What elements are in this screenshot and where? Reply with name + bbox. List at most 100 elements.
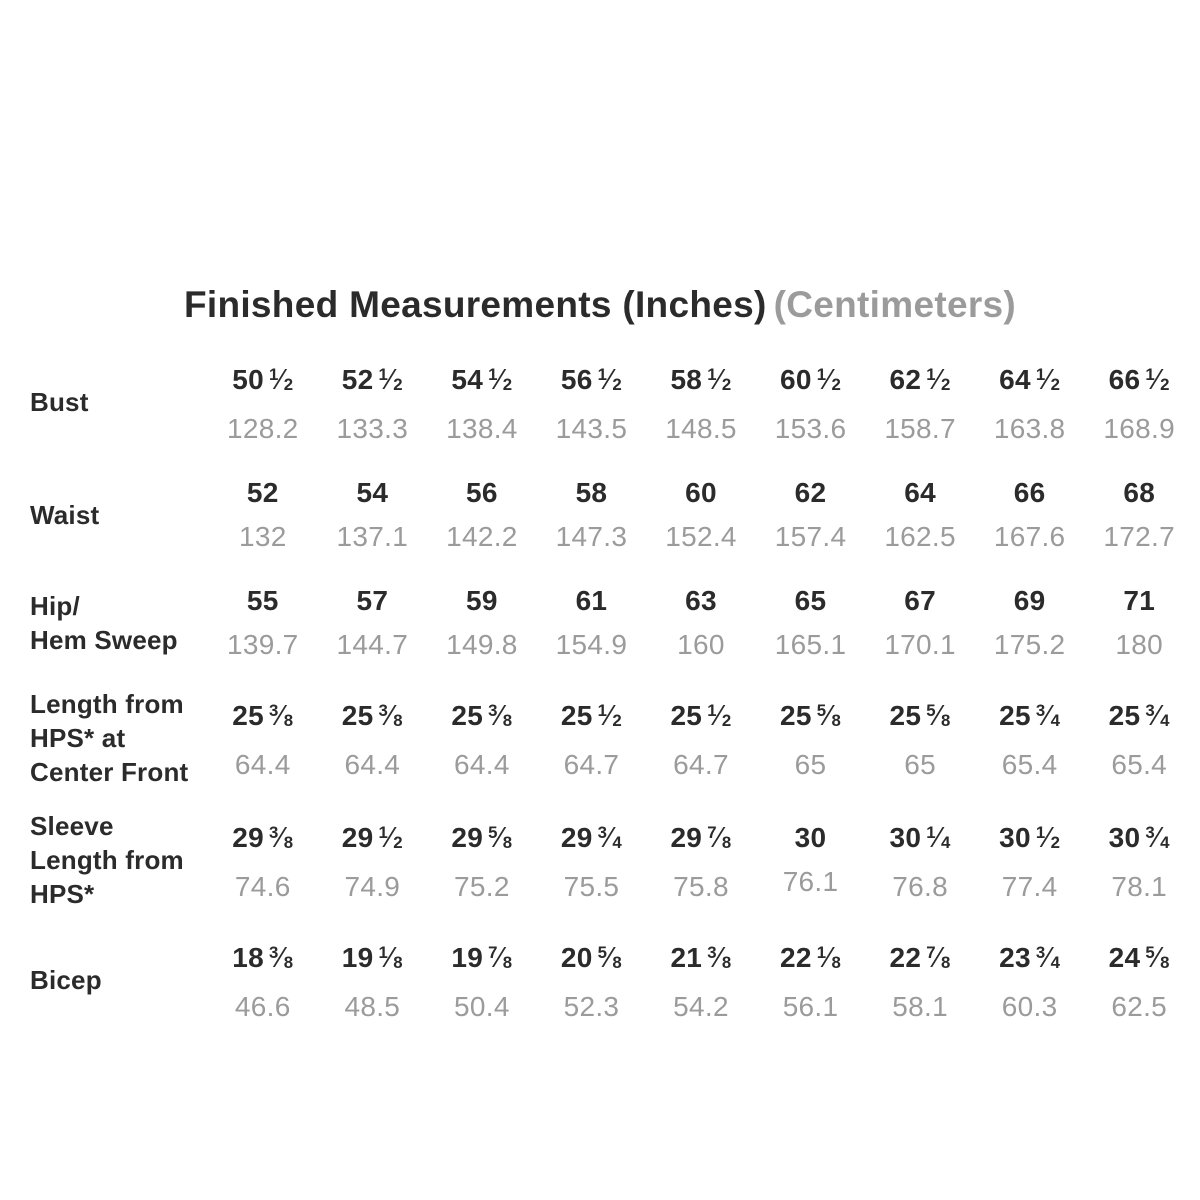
measurement-cell: 25 3⁄8 64.4 — [427, 689, 537, 787]
measurement-cell: 61 154.9 — [537, 579, 647, 667]
whole-number: 58 — [670, 364, 703, 396]
row-label-line: Length from — [30, 689, 184, 720]
measurement-cell: 25 1⁄2 64.7 — [537, 689, 647, 787]
cm-value: 175.2 — [993, 629, 1066, 661]
cm-value: 77.4 — [1001, 871, 1058, 903]
inches-value: 65 — [756, 579, 866, 623]
cm-value: 64.4 — [454, 749, 510, 781]
whole-number: 69 — [1013, 585, 1046, 617]
inches-value: 56 1⁄2 — [537, 353, 647, 407]
inches-value: 54 — [318, 471, 428, 515]
cm-value: 142.2 — [446, 521, 518, 553]
whole-number: 71 — [1123, 585, 1156, 617]
cm-value: 144.7 — [336, 629, 409, 661]
inches-value: 55 — [208, 579, 318, 623]
inches-value: 29 3⁄8 — [208, 811, 318, 865]
measurement-cell: 66 167.6 — [975, 471, 1085, 559]
cm-value: 154.9 — [555, 629, 628, 661]
measurement-cell: 29 1⁄2 74.9 — [318, 811, 428, 909]
measurement-cell: 65 165.1 — [756, 579, 866, 667]
measurement-cell: 54 1⁄2 138.4 — [427, 353, 537, 451]
inches-value: 25 3⁄8 — [427, 689, 537, 743]
inches-value: 25 1⁄2 — [537, 689, 647, 743]
whole-number: 25 — [341, 700, 374, 732]
cm-value: 168.9 — [1103, 413, 1175, 445]
inches-value: 25 3⁄8 — [318, 689, 428, 743]
measurement-cell: 50 1⁄2 128.2 — [208, 353, 318, 451]
cm-value: 172.7 — [1103, 521, 1175, 553]
whole-number: 19 — [341, 942, 374, 974]
whole-number: 19 — [451, 942, 484, 974]
whole-number: 66 — [1013, 477, 1046, 509]
inches-value: 30 — [756, 816, 866, 860]
whole-number: 29 — [451, 822, 484, 854]
fraction: 1⁄2 — [816, 364, 842, 397]
table-row: Length from HPS* at Center Front 25 3⁄8 64.4 2… — [0, 687, 1200, 789]
inches-value: 21 3⁄8 — [646, 931, 756, 985]
fraction: 3⁄8 — [488, 700, 513, 733]
whole-number: 56 — [560, 364, 593, 396]
fraction: 3⁄4 — [1145, 700, 1170, 733]
measurement-cell: 25 3⁄8 64.4 — [208, 689, 318, 787]
cm-value: 62.5 — [1111, 991, 1168, 1023]
row-label-line: Bust — [30, 387, 89, 418]
whole-number: 68 — [1123, 477, 1156, 509]
cm-value: 48.5 — [344, 991, 401, 1023]
cm-value: 52.3 — [563, 991, 620, 1023]
measurement-cell: 25 5⁄8 65 — [865, 689, 975, 787]
cm-value: 149.8 — [446, 629, 518, 661]
measurement-cell: 71 180 — [1084, 579, 1194, 667]
measurement-cell: 54 137.1 — [318, 471, 428, 559]
fraction: 1⁄4 — [926, 822, 951, 855]
inches-value: 18 3⁄8 — [208, 931, 318, 985]
inches-value: 25 3⁄4 — [975, 689, 1085, 743]
measurement-cell: 30 1⁄2 77.4 — [975, 811, 1085, 909]
inches-value: 58 — [537, 471, 647, 515]
cm-value: 78.1 — [1111, 871, 1168, 903]
cm-value: 152.4 — [665, 521, 737, 553]
whole-number: 64 — [999, 364, 1031, 396]
measurement-cell: 30 3⁄4 78.1 — [1084, 811, 1194, 909]
cm-value: 139.7 — [226, 629, 299, 661]
inches-value: 64 1⁄2 — [975, 353, 1085, 407]
measurement-cell: 25 5⁄8 65 — [756, 689, 866, 787]
measurement-cell: 25 3⁄4 65.4 — [1084, 689, 1194, 787]
cm-value: 64.4 — [234, 749, 291, 781]
row-label-line: Length from — [30, 845, 184, 876]
inches-value: 62 — [756, 471, 866, 515]
inches-value: 61 — [537, 579, 647, 623]
inches-value: 29 3⁄4 — [537, 811, 647, 865]
fraction: 1⁄2 — [378, 364, 403, 397]
measurement-cell: 18 3⁄8 46.6 — [208, 931, 318, 1029]
inches-value: 66 1⁄2 — [1084, 353, 1194, 407]
measurement-cell: 62 157.4 — [756, 471, 866, 559]
measurement-cell: 64 162.5 — [865, 471, 975, 559]
cm-value: 153.6 — [774, 413, 847, 445]
table-row: Sleeve Length from HPS* 29 3⁄8 74.6 29 1⁄2 74.9 2… — [0, 809, 1200, 911]
inches-value: 25 3⁄8 — [208, 689, 318, 743]
cm-value: 58.1 — [892, 991, 948, 1023]
whole-number: 23 — [999, 942, 1031, 974]
whole-number: 25 — [560, 700, 593, 732]
fraction: 3⁄8 — [378, 700, 403, 733]
cm-value: 143.5 — [555, 413, 628, 445]
cm-value: 65 — [794, 749, 827, 781]
cm-value: 76.1 — [782, 866, 839, 898]
inches-value: 56 — [427, 471, 537, 515]
whole-number: 57 — [356, 585, 389, 617]
inches-value: 25 3⁄4 — [1084, 689, 1194, 743]
cm-value: 74.9 — [344, 871, 401, 903]
fraction: 1⁄2 — [1145, 364, 1170, 397]
inches-value: 19 1⁄8 — [318, 931, 428, 985]
measurement-cell: 30 76.1 — [756, 816, 866, 904]
fraction: 1⁄2 — [597, 700, 622, 733]
whole-number: 22 — [779, 942, 812, 974]
fraction: 1⁄2 — [1035, 364, 1061, 397]
row-label: Hip/Hem Sweep — [0, 589, 208, 657]
inches-value: 59 — [427, 579, 537, 623]
fraction: 1⁄2 — [488, 364, 513, 397]
inches-value: 68 — [1084, 471, 1194, 515]
measurement-cell: 69 175.2 — [975, 579, 1085, 667]
measurements-table: Bust 50 1⁄2 128.2 52 1⁄2 133.3 54 1⁄2 138.4 56 1⁄2 1… — [0, 353, 1200, 1029]
measurement-cell: 56 142.2 — [427, 471, 537, 559]
